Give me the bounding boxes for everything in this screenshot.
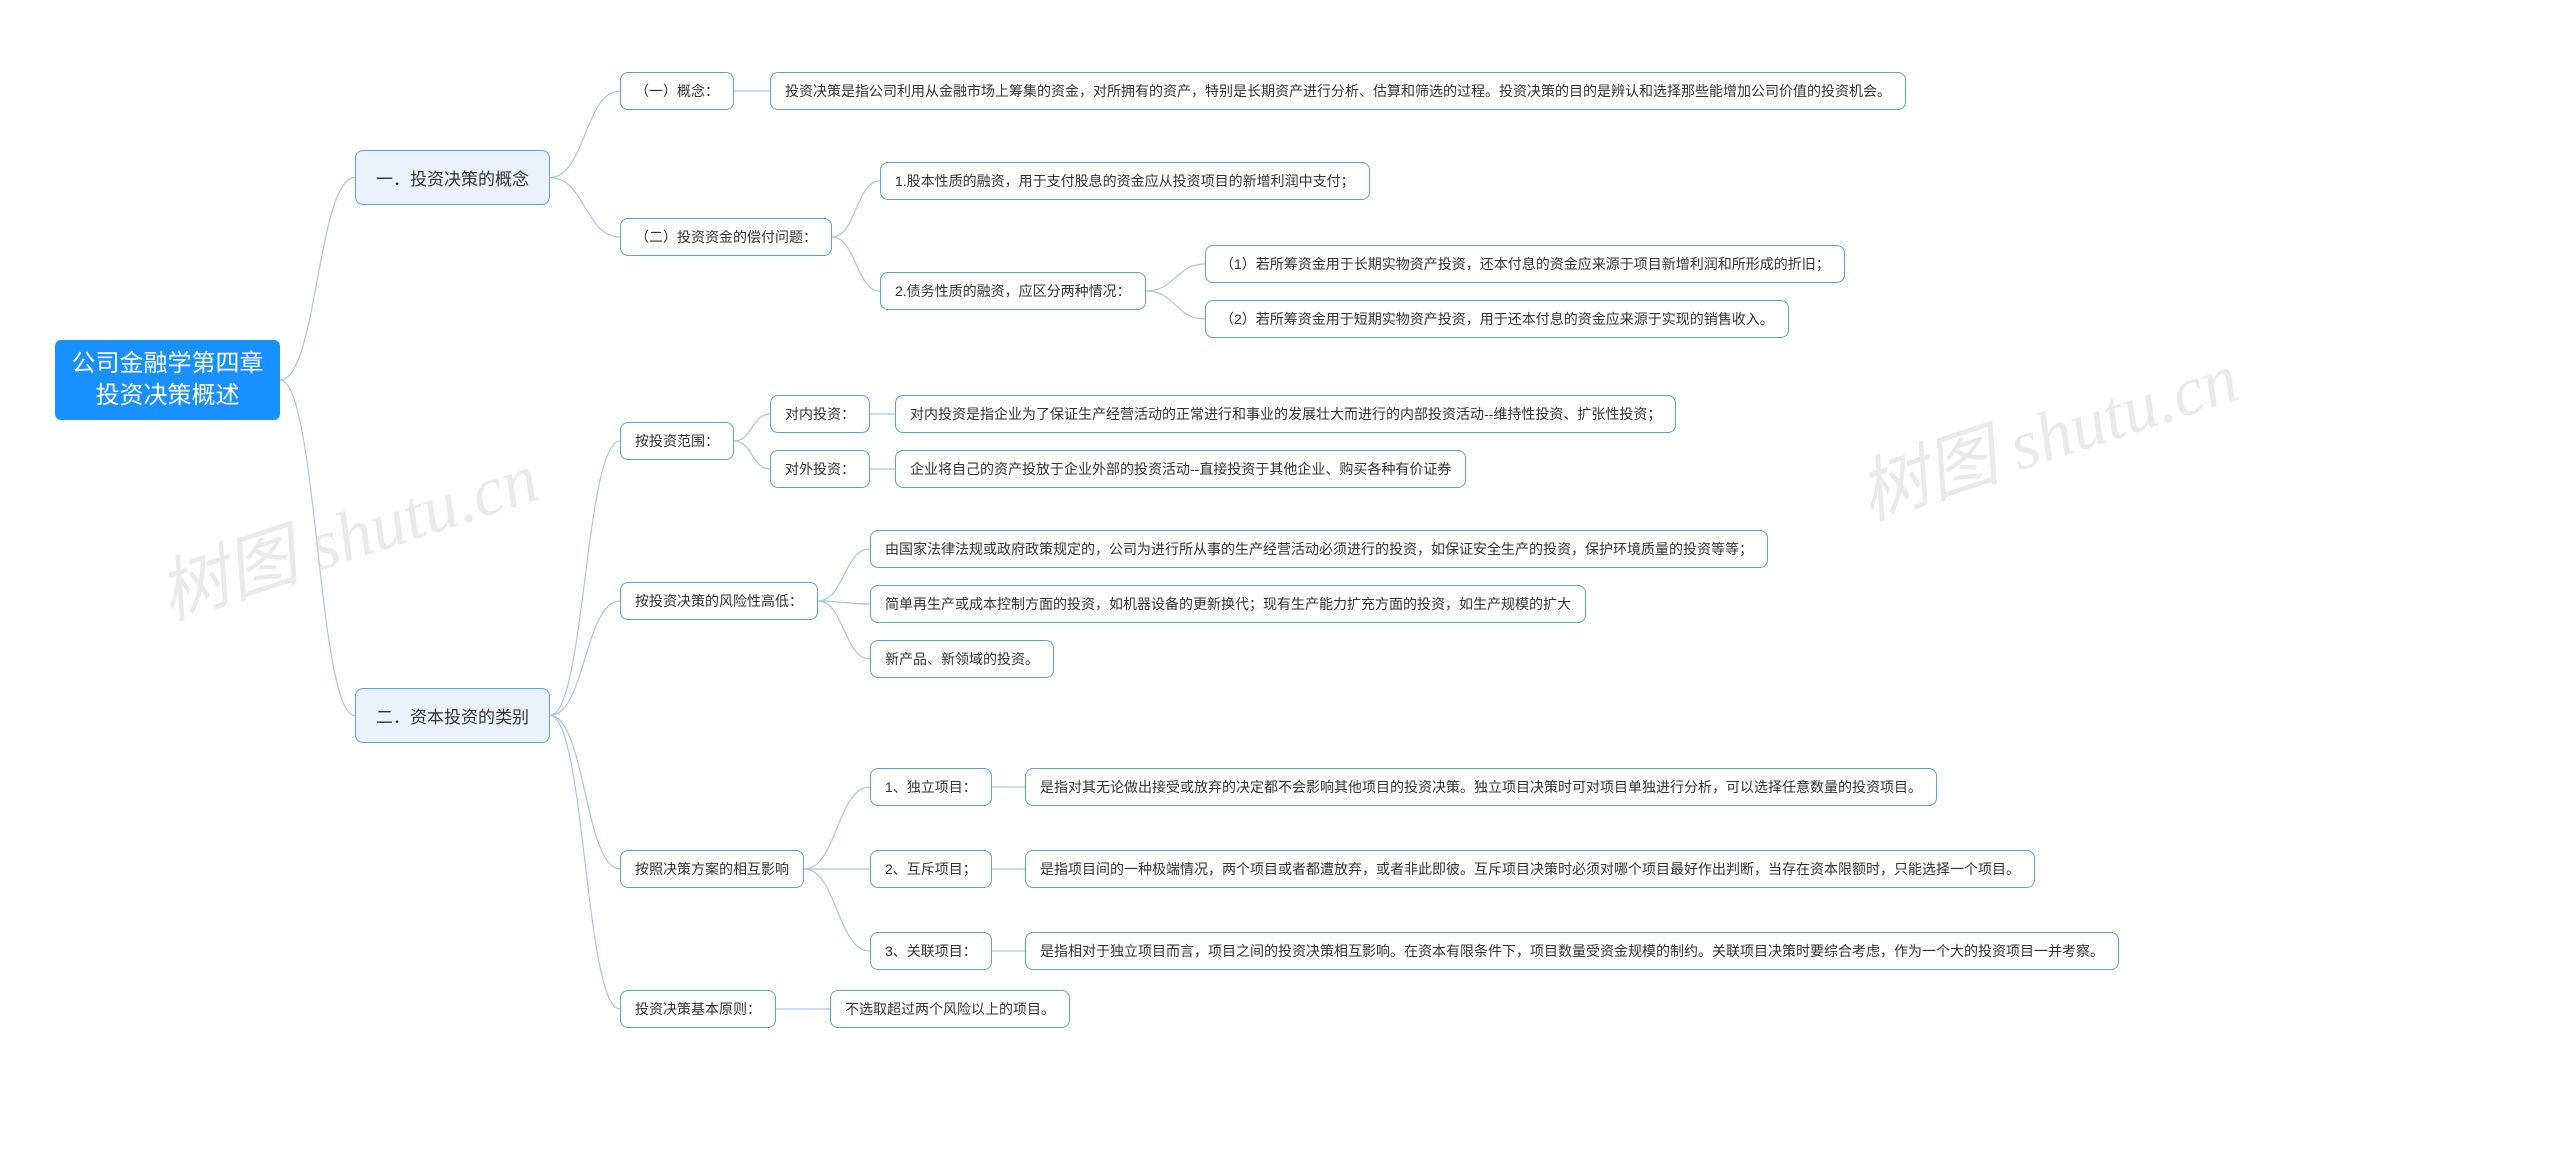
node-label: 新产品、新领域的投资。	[885, 651, 1039, 667]
node-label: 3、关联项目：	[885, 943, 977, 959]
connector	[832, 181, 880, 237]
leaf-node: 3、关联项目：	[870, 932, 992, 970]
leaf-node: 1、独立项目：	[870, 768, 992, 806]
node-label: 按投资范围：	[635, 433, 719, 449]
connector	[550, 178, 620, 238]
connector	[550, 716, 620, 1010]
leaf-node: 不选取超过两个风险以上的项目。	[830, 990, 1070, 1028]
leaf-node: （一）概念：	[620, 72, 734, 110]
node-label: 企业将自己的资产投放于企业外部的投资活动--直接投资于其他企业、购买各种有价证券	[910, 461, 1451, 477]
connector	[1146, 291, 1205, 319]
connector	[280, 178, 355, 381]
connector	[818, 549, 870, 601]
node-label: 是指相对于独立项目而言，项目之间的投资决策相互影响。在资本有限条件下，项目数量受…	[1040, 943, 2104, 959]
node-label: 2.债务性质的融资，应区分两种情况：	[895, 283, 1131, 299]
node-label: 投资决策是指公司利用从金融市场上筹集的资金，对所拥有的资产，特别是长期资产进行分…	[785, 83, 1891, 99]
leaf-node: （1）若所筹资金用于长期实物资产投资，还本付息的资金应来源于项目新增利润和所形成…	[1205, 245, 1845, 283]
node-label: 对内投资：	[785, 406, 855, 422]
leaf-node: 按照决策方案的相互影响	[620, 850, 804, 888]
watermark: 树图 shutu.cn	[1844, 322, 2249, 539]
connector	[550, 601, 620, 716]
node-label: （2）若所筹资金用于短期实物资产投资，用于还本付息的资金应来源于实现的销售收入。	[1220, 311, 1774, 327]
branch-node: 一．投资决策的概念	[355, 150, 550, 205]
leaf-node: 投资决策是指公司利用从金融市场上筹集的资金，对所拥有的资产，特别是长期资产进行分…	[770, 72, 1906, 110]
leaf-node: 2.债务性质的融资，应区分两种情况：	[880, 272, 1146, 310]
branch-node: 二．资本投资的类别	[355, 688, 550, 743]
connector	[550, 716, 620, 870]
connector	[1146, 264, 1205, 291]
leaf-node: 简单再生产或成本控制方面的投资，如机器设备的更新换代；现有生产能力扩充方面的投资…	[870, 585, 1586, 623]
connector	[832, 237, 880, 291]
node-label: 是指对其无论做出接受或放弃的决定都不会影响其他项目的投资决策。独立项目决策时可对…	[1040, 779, 1922, 795]
leaf-node: 企业将自己的资产投放于企业外部的投资活动--直接投资于其他企业、购买各种有价证券	[895, 450, 1466, 488]
root-label-line2: 投资决策概述	[96, 380, 240, 412]
leaf-node: （2）若所筹资金用于短期实物资产投资，用于还本付息的资金应来源于实现的销售收入。	[1205, 300, 1789, 338]
node-label: 是指项目间的一种极端情况，两个项目或者都遭放弃，或者非此即彼。互斥项目决策时必须…	[1040, 861, 2020, 877]
node-label: 不选取超过两个风险以上的项目。	[845, 1001, 1055, 1017]
leaf-node: 1.股本性质的融资，用于支付股息的资金应从投资项目的新增利润中支付；	[880, 162, 1370, 200]
leaf-node: 对内投资：	[770, 395, 870, 433]
node-label: 1.股本性质的融资，用于支付股息的资金应从投资项目的新增利润中支付；	[895, 173, 1355, 189]
connector	[550, 91, 620, 178]
node-label: 对外投资：	[785, 461, 855, 477]
connector	[804, 787, 870, 869]
node-label: （二）投资资金的偿付问题：	[635, 229, 817, 245]
node-label: 2、互斥项目；	[885, 861, 977, 877]
leaf-node: 是指项目间的一种极端情况，两个项目或者都遭放弃，或者非此即彼。互斥项目决策时必须…	[1025, 850, 2035, 888]
leaf-node: 2、互斥项目；	[870, 850, 992, 888]
leaf-node: 新产品、新领域的投资。	[870, 640, 1054, 678]
connector	[818, 601, 870, 659]
node-label: 按投资决策的风险性高低：	[635, 593, 803, 609]
connector	[804, 869, 870, 951]
leaf-node: 按投资决策的风险性高低：	[620, 582, 818, 620]
node-label: 按照决策方案的相互影响	[635, 861, 789, 877]
node-label: （一）概念：	[635, 83, 719, 99]
leaf-node: 由国家法律法规或政府政策规定的，公司为进行所从事的生产经营活动必须进行的投资，如…	[870, 530, 1768, 568]
connector	[280, 380, 355, 716]
node-label: 二．资本投资的类别	[376, 708, 529, 727]
node-label: 简单再生产或成本控制方面的投资，如机器设备的更新换代；现有生产能力扩充方面的投资…	[885, 596, 1571, 612]
node-label: （1）若所筹资金用于长期实物资产投资，还本付息的资金应来源于项目新增利润和所形成…	[1220, 256, 1830, 272]
connector	[818, 601, 870, 604]
node-label: 对内投资是指企业为了保证生产经营活动的正常进行和事业的发展壮大而进行的内部投资活…	[910, 406, 1661, 422]
leaf-node: 是指对其无论做出接受或放弃的决定都不会影响其他项目的投资决策。独立项目决策时可对…	[1025, 768, 1937, 806]
connector	[734, 441, 770, 469]
node-label: 一．投资决策的概念	[376, 170, 529, 189]
node-label: 1、独立项目：	[885, 779, 977, 795]
mindmap-canvas: 树图 shutu.cn树图 shutu.cn公司金融学第四章投资决策概述一．投资…	[0, 0, 2560, 1161]
root-label-line1: 公司金融学第四章	[72, 348, 264, 380]
leaf-node: 对外投资：	[770, 450, 870, 488]
connector	[734, 414, 770, 441]
connector	[550, 441, 620, 716]
leaf-node: 对内投资是指企业为了保证生产经营活动的正常进行和事业的发展壮大而进行的内部投资活…	[895, 395, 1676, 433]
watermark: 树图 shutu.cn	[144, 422, 549, 639]
root-node: 公司金融学第四章投资决策概述	[55, 340, 280, 420]
node-label: 由国家法律法规或政府政策规定的，公司为进行所从事的生产经营活动必须进行的投资，如…	[885, 541, 1753, 557]
leaf-node: 投资决策基本原则：	[620, 990, 776, 1028]
node-label: 投资决策基本原则：	[635, 1001, 761, 1017]
leaf-node: （二）投资资金的偿付问题：	[620, 218, 832, 256]
leaf-node: 按投资范围：	[620, 422, 734, 460]
leaf-node: 是指相对于独立项目而言，项目之间的投资决策相互影响。在资本有限条件下，项目数量受…	[1025, 932, 2119, 970]
